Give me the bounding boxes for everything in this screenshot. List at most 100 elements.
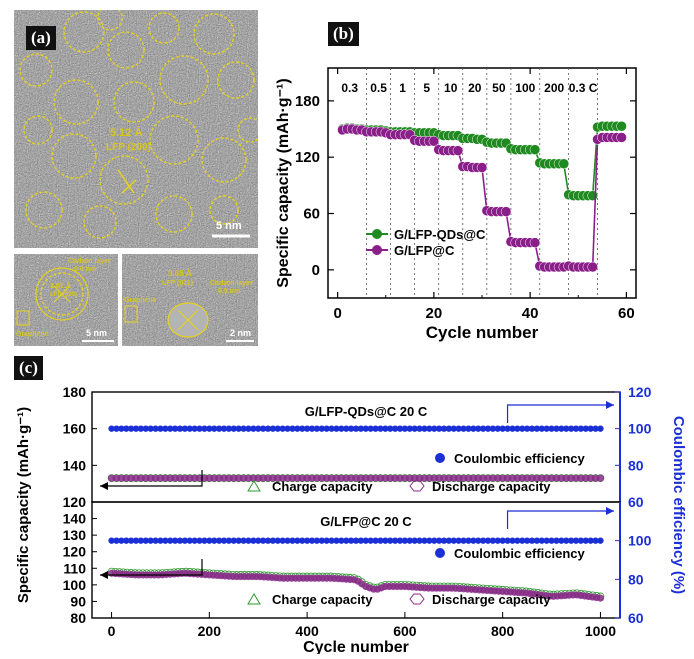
data-point — [479, 537, 487, 544]
legend-label: Charge capacity — [272, 479, 373, 494]
data-point — [421, 425, 428, 432]
scale-label: 5 nm — [216, 220, 242, 232]
data-point — [123, 425, 130, 432]
data-point — [279, 537, 286, 544]
data-point — [255, 425, 262, 432]
legend-marker — [247, 480, 261, 492]
data-point — [572, 537, 580, 544]
data-point — [455, 425, 462, 432]
x-tick-label: 1000 — [585, 623, 616, 639]
data-point — [445, 537, 453, 544]
data-point — [528, 537, 536, 544]
data-point — [303, 425, 311, 432]
data-point — [230, 425, 237, 432]
data-point — [220, 537, 228, 544]
data-point — [558, 158, 570, 170]
data-point — [259, 425, 267, 432]
y-tick-label: 100 — [63, 577, 87, 593]
data-point — [519, 425, 526, 432]
particle-outline — [83, 205, 117, 239]
direction-arrow — [506, 404, 614, 423]
particle-outline — [63, 11, 105, 53]
rate-label: 200 — [544, 81, 564, 95]
rate-label: 20 — [468, 81, 482, 95]
data-point — [147, 425, 154, 432]
rate-label: 50 — [492, 81, 506, 95]
legend-label: G/LFP-QDs@C — [394, 227, 486, 242]
particle-outline — [149, 115, 199, 165]
particle-outline — [148, 12, 180, 44]
legend-label: Charge capacity — [272, 592, 373, 607]
data-point — [137, 537, 145, 544]
particle-outline — [35, 267, 89, 321]
series-lfp — [337, 123, 627, 273]
data-point — [529, 144, 541, 155]
rate-label: 1 — [399, 81, 406, 95]
data-point — [264, 425, 272, 432]
y-tick-label: 140 — [63, 457, 87, 473]
data-point — [215, 537, 223, 544]
scale-label: 5 nm — [86, 328, 107, 338]
y2-tick-label: 80 — [628, 571, 644, 587]
y-tick-label: 130 — [63, 527, 87, 543]
x-tick-label: 600 — [393, 623, 417, 639]
carbon-label: Carbon layer — [210, 280, 253, 287]
data-point — [303, 537, 311, 544]
data-point — [343, 537, 350, 544]
panel-label-b: (b) — [328, 22, 359, 46]
rate-label: 0.3 — [341, 81, 358, 95]
x-axis-label: Cycle number — [426, 323, 539, 342]
data-point — [592, 425, 599, 432]
arrow-head — [100, 571, 108, 579]
direction-arrow — [100, 470, 203, 487]
panel-label-a: (a) — [26, 26, 56, 50]
data-point — [401, 425, 409, 432]
particle-outline — [113, 81, 155, 123]
data-point — [587, 425, 594, 432]
data-point — [406, 537, 413, 544]
particle-outline — [155, 195, 193, 233]
data-point — [596, 474, 605, 482]
y-axis-label: Specific capacity (mAh·g⁻¹) — [275, 78, 292, 287]
data-point — [382, 537, 389, 544]
data-point — [616, 120, 627, 132]
data-point — [206, 537, 213, 544]
data-point — [269, 425, 277, 432]
legend-marker — [372, 229, 382, 239]
data-point — [411, 425, 418, 432]
data-point — [333, 537, 340, 544]
particle-outline — [209, 195, 239, 225]
data-point — [476, 162, 488, 173]
data-point — [269, 537, 277, 544]
data-point — [289, 425, 296, 432]
data-point — [308, 425, 316, 432]
lattice-mark — [117, 169, 135, 194]
particle-outline — [107, 31, 145, 69]
particle-outline — [193, 13, 235, 55]
x-tick-label: 40 — [522, 305, 539, 322]
panel-label-c: (c) — [14, 356, 43, 380]
data-point — [313, 537, 321, 544]
plane-label: LFP (020) — [50, 292, 77, 298]
spacing-label: 3.68 Å — [168, 269, 192, 278]
data-point — [528, 425, 536, 432]
data-point — [181, 537, 189, 544]
legend-marker — [247, 593, 261, 605]
data-point — [553, 425, 560, 432]
particle-outline — [19, 53, 53, 87]
carbon-label: Carbon layer — [68, 258, 111, 265]
data-point — [274, 537, 281, 544]
data-point — [431, 537, 438, 544]
data-point — [147, 537, 154, 544]
y-tick-label: 80 — [70, 610, 86, 626]
panel-a: 5.12 Å LFP (200) 5 nm (a) Carbon layer 0… — [10, 10, 260, 350]
lattice-mark — [53, 285, 71, 303]
data-point — [484, 425, 492, 432]
data-point — [196, 537, 203, 544]
data-point — [391, 537, 399, 544]
data-point — [523, 537, 531, 544]
data-point — [421, 537, 428, 544]
data-point — [108, 537, 115, 544]
rate-label: 100 — [515, 81, 535, 95]
data-point — [396, 537, 404, 544]
